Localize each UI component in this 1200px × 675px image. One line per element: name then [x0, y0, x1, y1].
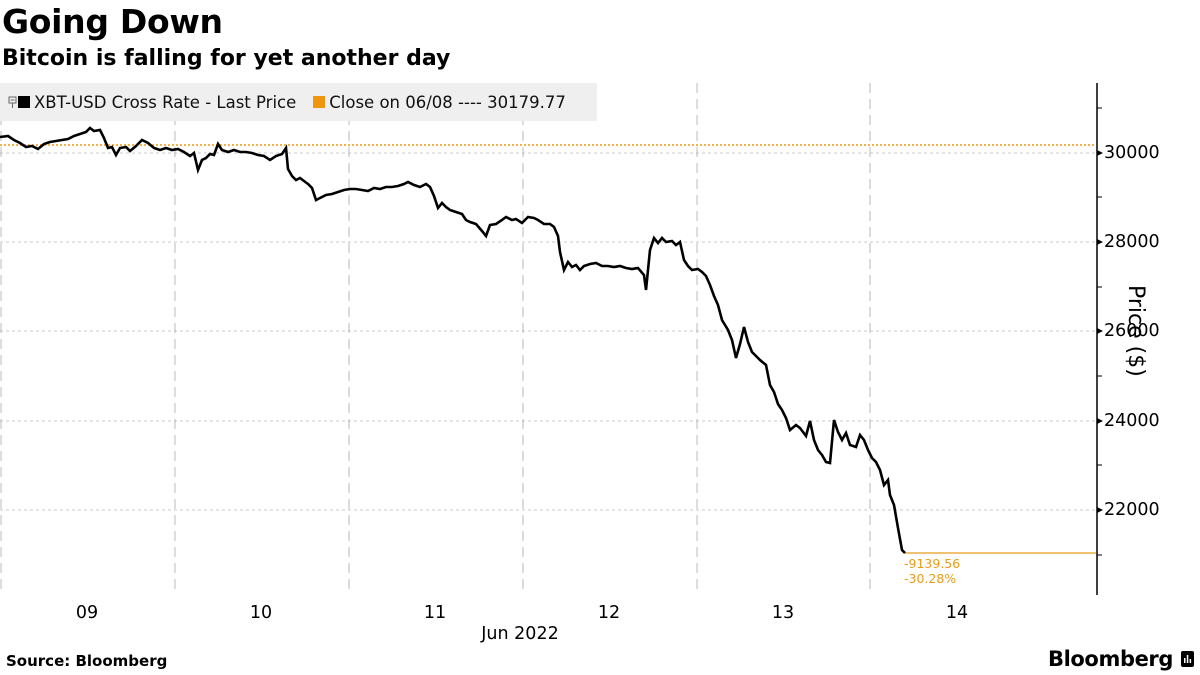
change-percent-annotation: -30.28% [904, 571, 957, 586]
price-line [0, 126, 906, 554]
change-absolute-annotation: -9139.56 [904, 556, 961, 571]
legend-swatch-black [18, 96, 30, 108]
y-axis-label: Price ($) [1123, 285, 1148, 377]
legend-swatch-orange [313, 96, 326, 108]
y-tick-22000: 22000 [1104, 500, 1160, 520]
x-tick-12: 12 [597, 603, 621, 623]
x-tick-10: 10 [249, 603, 273, 623]
brand-wordmark: Bloomberg [1048, 647, 1174, 671]
vertical-gridlines [0, 83, 871, 595]
x-axis-month-label: Jun 2022 [481, 624, 559, 644]
y-axis-major-markers [1097, 150, 1103, 513]
legend-item-close: Close on 06/08 ---- 30179.77 [313, 93, 566, 112]
x-tick-09: 09 [75, 603, 99, 623]
legend-label-close: Close on 06/08 ---- 30179.77 [329, 92, 566, 112]
y-axis-ticks [1097, 107, 1102, 556]
y-tick-26000: 26000 [1104, 321, 1160, 341]
y-tick-28000: 28000 [1104, 232, 1160, 252]
chart-title: Going Down [2, 2, 223, 41]
horizontal-gridlines [0, 152, 1096, 511]
bloomberg-logo-icon [1181, 651, 1195, 667]
y-tick-30000: 30000 [1104, 143, 1160, 163]
legend-item-price: XBT-USD Cross Rate - Last Price [0, 93, 296, 112]
chart-subtitle: Bitcoin is falling for yet another day [2, 46, 451, 71]
x-tick-14: 14 [945, 603, 969, 623]
source-note: Source: Bloomberg [6, 652, 168, 670]
x-tick-11: 11 [423, 603, 447, 623]
bloomberg-brand: Bloomberg [1048, 647, 1195, 671]
y-tick-24000: 24000 [1104, 411, 1160, 431]
legend-label-price: XBT-USD Cross Rate - Last Price [34, 92, 297, 112]
chart-legend: XBT-USD Cross Rate - Last Price Close on… [0, 83, 597, 121]
x-tick-13: 13 [771, 603, 795, 623]
series-toggle-icon [8, 96, 17, 108]
